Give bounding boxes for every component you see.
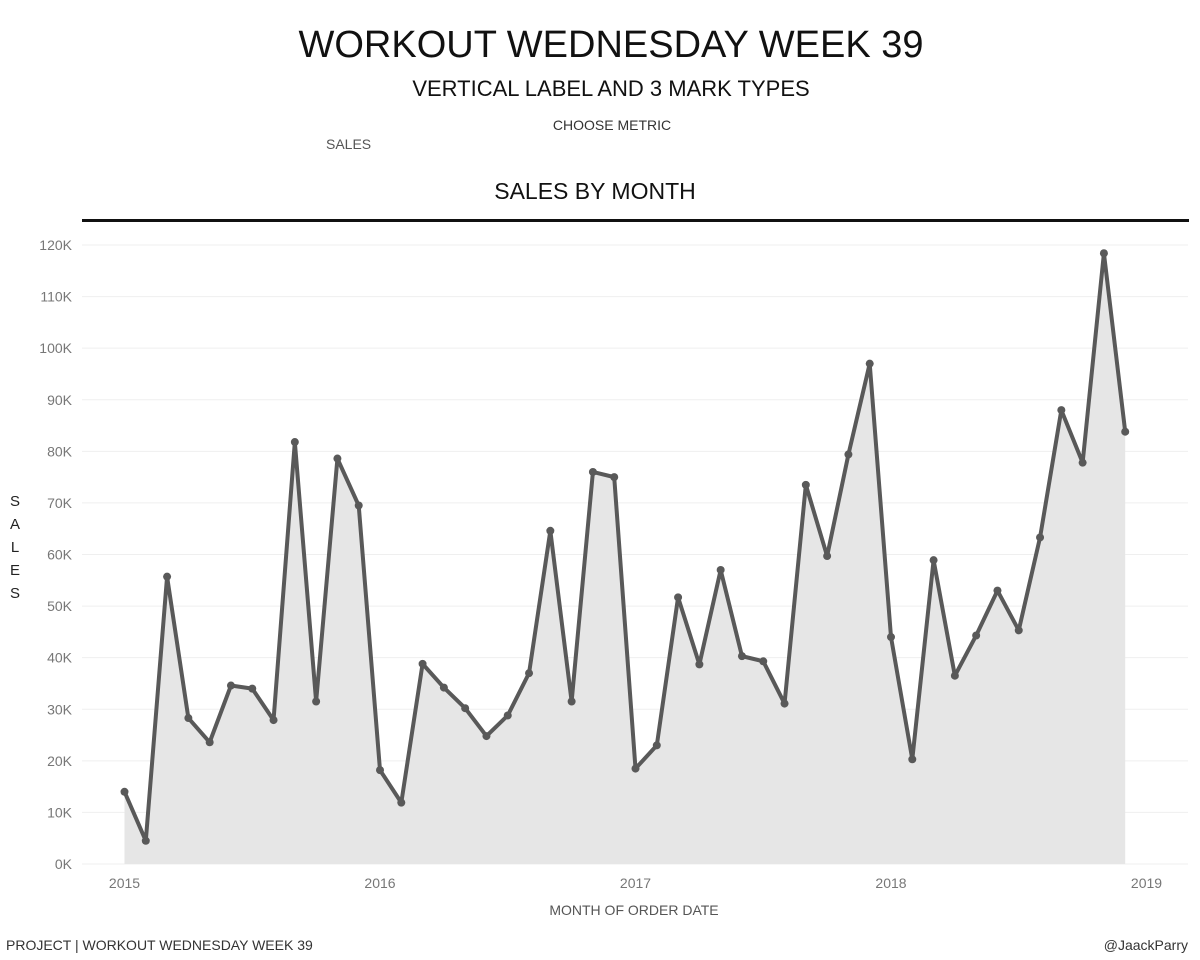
page-subtitle: VERTICAL LABEL AND 3 MARK TYPES	[412, 76, 810, 101]
sales-point	[567, 697, 576, 706]
sales-point	[652, 741, 661, 750]
sales-point	[269, 716, 278, 725]
footer-author: @JaackParry	[1103, 937, 1188, 953]
x-tick-label: 2019	[1131, 875, 1162, 891]
sales-point	[354, 501, 363, 510]
sales-point	[631, 764, 640, 773]
footer-project-label: PROJECT | WORKOUT WEDNESDAY WEEK 39	[6, 937, 313, 953]
choose-metric-label: CHOOSE METRIC	[552, 117, 672, 133]
page-title: WORKOUT WEDNESDAY WEEK 39	[298, 24, 924, 66]
sales-point	[141, 836, 150, 845]
x-tick-label: 2016	[364, 875, 395, 891]
sales-point	[439, 683, 448, 692]
chart-title: SALES BY MONTH	[494, 178, 696, 204]
sales-point	[972, 631, 981, 640]
x-tick-label: 2015	[109, 875, 140, 891]
sales-point	[205, 738, 214, 747]
y-tick-label: 90K	[47, 392, 73, 408]
sales-point	[695, 660, 704, 669]
x-axis-label: MONTH OF ORDER DATE	[549, 902, 719, 918]
sales-point	[1121, 427, 1130, 436]
y-tick-label: 30K	[47, 701, 73, 717]
sales-point	[950, 671, 959, 680]
sales-point	[674, 593, 683, 602]
sales-point	[588, 467, 597, 476]
sales-point	[120, 787, 129, 796]
y-tick-label: 80K	[47, 443, 73, 459]
sales-point	[1078, 458, 1087, 467]
sales-point	[312, 697, 321, 706]
sales-point	[1057, 406, 1066, 415]
sales-point	[290, 438, 299, 447]
sales-line	[122, 251, 1128, 843]
sales-point	[248, 684, 257, 693]
sales-point	[737, 652, 746, 661]
y-tick-label: 110K	[40, 289, 72, 305]
sales-point	[908, 755, 917, 764]
sales-point	[716, 565, 725, 574]
sales-point	[1099, 249, 1108, 258]
y-tick-label: 0K	[55, 856, 73, 872]
y-tick-label: 50K	[47, 598, 73, 614]
y-tick-label: 60K	[47, 547, 73, 563]
sales-point	[801, 480, 810, 489]
sales-point	[333, 454, 342, 463]
sales-point	[844, 450, 853, 459]
sales-point	[610, 473, 619, 482]
y-tick-label: 10K	[47, 804, 73, 820]
sales-point	[226, 681, 235, 690]
sales-area	[124, 253, 1126, 865]
sales-point	[503, 711, 512, 720]
sales-point	[418, 659, 427, 668]
sales-point	[759, 657, 768, 666]
y-tick-label: 100K	[39, 340, 72, 356]
x-tick-label: 2017	[620, 875, 651, 891]
sales-point	[1036, 533, 1045, 542]
sales-point	[546, 526, 555, 535]
y-axis-label: SALES	[9, 493, 20, 602]
metric-selector[interactable]: SALES	[326, 136, 372, 152]
sales-point	[163, 572, 172, 581]
sales-point	[397, 798, 406, 807]
y-tick-label: 120K	[39, 237, 72, 253]
sales-point	[525, 669, 534, 678]
sales-point	[887, 633, 895, 642]
sales-point	[376, 766, 384, 775]
sales-point	[993, 586, 1002, 595]
sales-point	[929, 556, 938, 565]
sales-point	[865, 359, 874, 368]
title-underline	[82, 219, 1189, 222]
sales-point	[482, 732, 491, 741]
sales-point	[1014, 626, 1023, 635]
sales-point	[823, 552, 832, 561]
y-tick-label: 70K	[47, 495, 73, 511]
y-tick-label: 20K	[47, 753, 73, 769]
sales-point	[184, 714, 193, 723]
sales-point	[780, 699, 789, 708]
sales-point	[461, 704, 470, 713]
x-tick-label: 2018	[875, 875, 906, 891]
y-tick-label: 40K	[47, 650, 73, 666]
